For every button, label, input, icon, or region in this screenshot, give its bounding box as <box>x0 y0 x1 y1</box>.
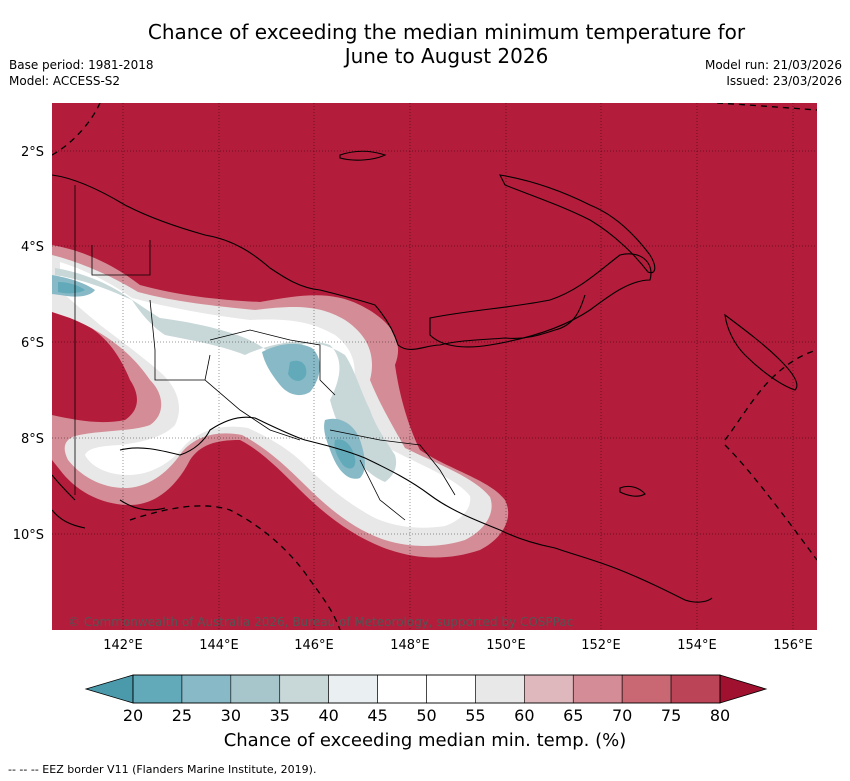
gridlines <box>52 103 817 630</box>
lon-label-144e: 144°E <box>199 638 239 653</box>
title-line-2: June to August 2026 <box>344 44 549 68</box>
eez-west <box>52 103 101 156</box>
colorbar-ticks: 20 25 30 35 40 45 50 55 60 65 70 75 80 <box>123 706 730 725</box>
lon-label-142e: 142°E <box>103 638 143 653</box>
colorbar-box <box>670 674 721 704</box>
lon-label-146e: 146°E <box>294 638 334 653</box>
colorbar-tick-label: 70 <box>612 706 632 725</box>
colorbar-label: Chance of exceeding median min. temp. (%… <box>223 730 627 751</box>
new-britain <box>429 253 652 348</box>
province-borders <box>74 185 456 521</box>
colorbar-tick-label: 55 <box>465 706 485 725</box>
eez-northeast <box>716 103 817 111</box>
colorbar-box <box>475 674 525 704</box>
border-enga <box>149 299 211 381</box>
border-gulf <box>204 379 301 441</box>
new-ireland <box>499 174 656 274</box>
lon-label-156e: 156°E <box>773 638 813 653</box>
colorbar-tick-label: 35 <box>270 706 290 725</box>
colorbar-box <box>230 674 281 704</box>
probability-field <box>52 245 509 558</box>
colorbar-box <box>524 674 574 704</box>
copyright-note: © Commonwealth of Australia 2026, Bureau… <box>68 615 573 629</box>
colorbar-tick-label: 25 <box>172 706 192 725</box>
lat-label-8s: 8°S <box>21 432 44 447</box>
map-figure: © Commonwealth of Australia 2026, Bureau… <box>13 103 817 725</box>
new-guinea-north-coast <box>52 174 586 350</box>
louisiade-islands <box>619 485 646 497</box>
manus-island <box>339 150 387 161</box>
contour-20 <box>58 282 85 294</box>
chart-title: Chance of exceeding the median minimum t… <box>0 20 850 68</box>
colorbar-high-extend <box>719 674 768 704</box>
colorbar-tick-label: 30 <box>221 706 241 725</box>
colorbar-tick-label: 80 <box>710 706 730 725</box>
bougainville <box>724 313 798 391</box>
colorbar-tick-label: 75 <box>661 706 681 725</box>
lat-label-4s: 4°S <box>21 240 44 255</box>
colorbar-tick-label: 50 <box>416 706 436 725</box>
border-highlands <box>209 329 336 396</box>
contour-20-b <box>288 360 307 381</box>
colorbar-box <box>572 674 623 704</box>
lon-label-148e: 148°E <box>390 638 430 653</box>
border-west-sepik <box>91 240 151 276</box>
model-name: Model: ACCESS-S2 <box>9 74 121 88</box>
colorbar-box <box>426 674 476 704</box>
lat-label-2s: 2°S <box>21 145 44 160</box>
lat-label-10s: 10°S <box>13 528 44 543</box>
eez-east <box>724 349 817 441</box>
base-period: Base period: 1981-2018 <box>9 58 154 72</box>
lon-label-152e: 152°E <box>581 638 621 653</box>
colorbar-tick-label: 20 <box>123 706 143 725</box>
colorbar-low-extend <box>84 674 134 704</box>
coastlines <box>52 150 798 603</box>
meta-left: Base period: 1981-2018 Model: ACCESS-S2 <box>9 57 154 89</box>
colorbar-tick-label: 65 <box>563 706 583 725</box>
eez-borders <box>52 103 817 630</box>
model-run: Model run: 21/03/2026 <box>704 58 842 72</box>
lon-labels: 142°E 144°E 146°E 148°E 150°E 152°E 154°… <box>103 638 813 653</box>
lat-labels: 2°S 4°S 6°S 8°S 10°S <box>13 145 44 543</box>
colorbar-tick-label: 60 <box>514 706 534 725</box>
colorbar-box <box>181 674 232 704</box>
contour-20-c <box>334 439 356 469</box>
colorbar-box <box>279 674 329 704</box>
lon-label-154e: 154°E <box>677 638 717 653</box>
colorbar: 20 25 30 35 40 45 50 55 60 65 70 75 80 <box>84 674 768 725</box>
colorbar-box <box>132 674 183 704</box>
colorbar-box <box>621 674 672 704</box>
map-area: © Commonwealth of Australia 2026, Bureau… <box>52 103 817 630</box>
lat-label-6s: 6°S <box>21 336 44 351</box>
colorbar-box <box>328 674 378 704</box>
eez-south <box>129 505 341 630</box>
border-morobe <box>329 429 456 496</box>
torres-strait-coast <box>52 499 166 529</box>
border-central <box>359 459 406 521</box>
issued-date: Issued: 23/03/2026 <box>726 74 842 88</box>
colorbar-tick-label: 40 <box>318 706 338 725</box>
title-line-1: Chance of exceeding the median minimum t… <box>147 20 746 44</box>
eez-footnote: -- -- -- EEZ border V11 (Flanders Marine… <box>8 763 317 776</box>
lon-label-150e: 150°E <box>486 638 526 653</box>
colorbar-tick-label: 45 <box>367 706 387 725</box>
colorbar-frame <box>132 674 721 704</box>
colorbar-boxes <box>132 674 721 704</box>
colorbar-box <box>377 674 427 704</box>
meta-right: Model run: 21/03/2026 Issued: 23/03/2026 <box>705 57 842 89</box>
eez-southeast <box>724 444 817 561</box>
